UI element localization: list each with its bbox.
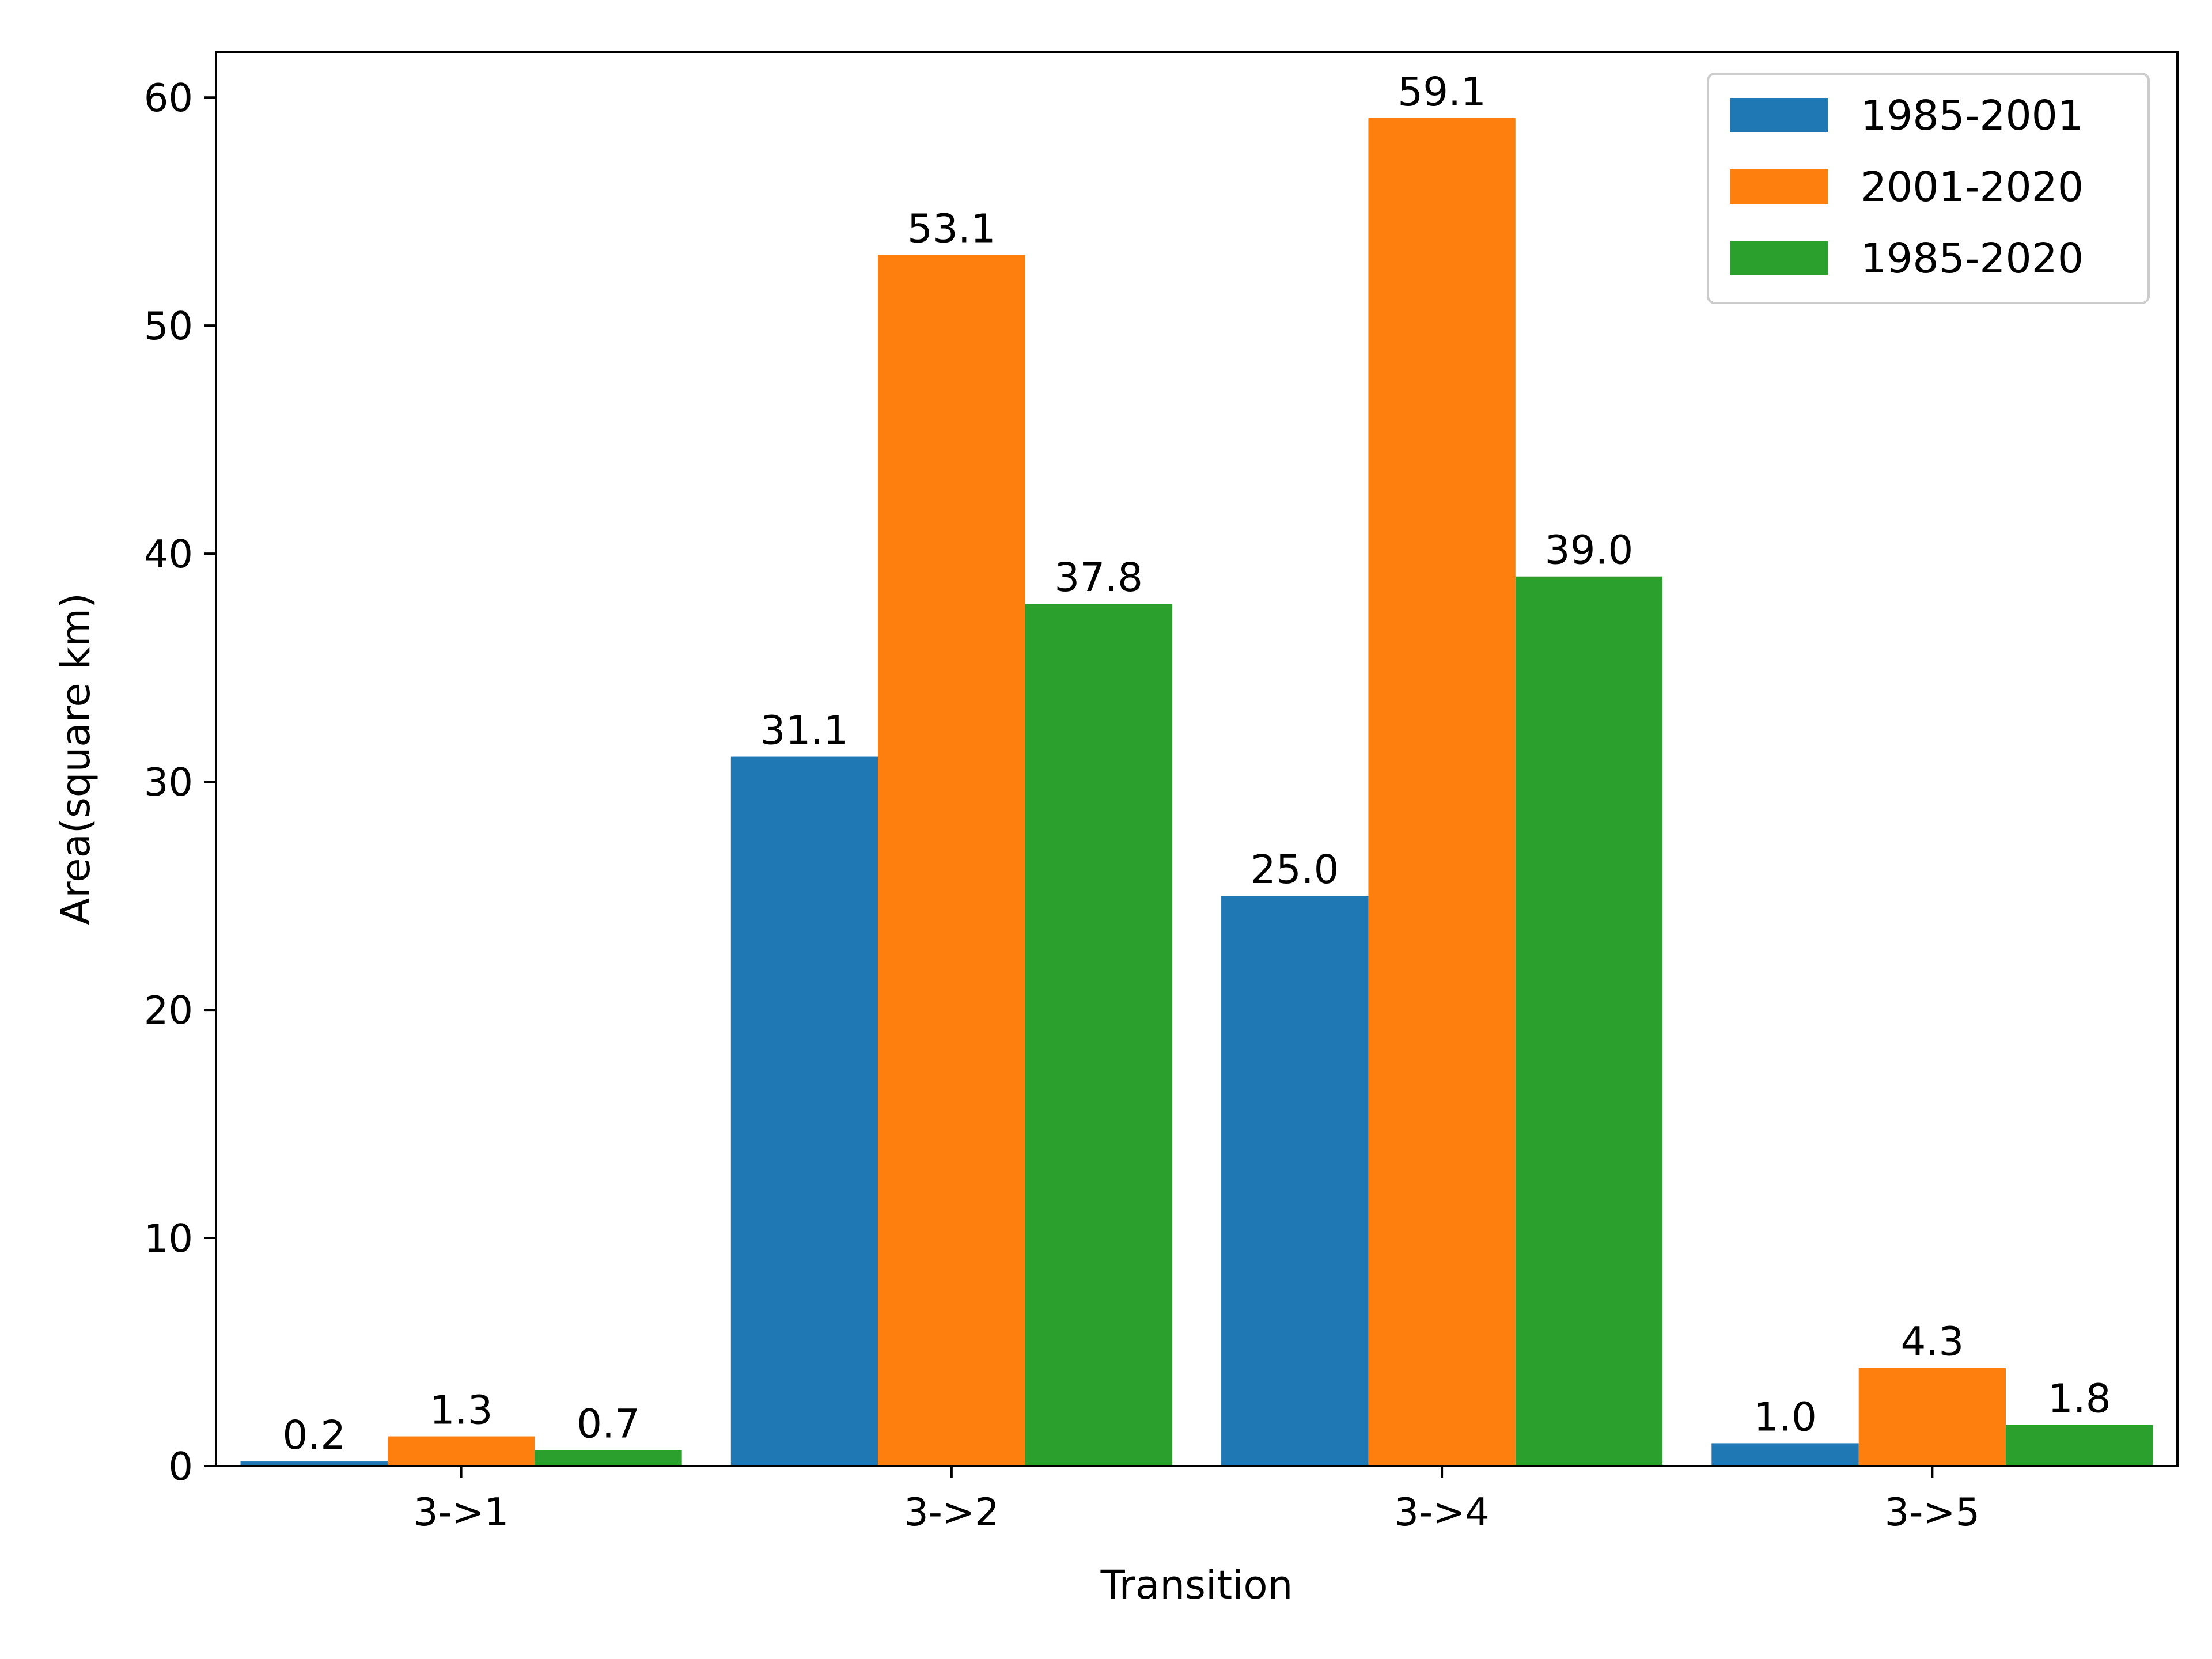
y-tick-label: 60 xyxy=(144,75,193,120)
x-axis-title: Transition xyxy=(1100,1562,1293,1608)
bar-value-label: 1.8 xyxy=(2048,1376,2111,1422)
plot-frame xyxy=(215,51,2179,1467)
x-tick-label: 3->5 xyxy=(1885,1490,1980,1535)
bar-1985-2020-3->5 xyxy=(2006,1425,2153,1466)
bar-value-label: 37.8 xyxy=(1054,555,1143,601)
legend-swatch xyxy=(1730,98,1828,132)
y-tick-label: 20 xyxy=(144,988,193,1033)
legend-swatch xyxy=(1730,169,1828,204)
bar-labels-layer: 0.2 31.1 25.0 1.0 1.3 53.1 59.1 4.3 0.7 37.8 39.0 1… xyxy=(282,69,2111,1459)
x-tick-label: 3->4 xyxy=(1394,1490,1490,1535)
y-tick-label: 50 xyxy=(144,304,193,349)
legend-label: 1985-2001 xyxy=(1861,92,2084,139)
bar-1985-2020-3->4 xyxy=(1515,576,1663,1466)
legend-label: 1985-2020 xyxy=(1861,234,2084,282)
bar-1985-2001-3->1 xyxy=(240,1461,388,1466)
bar-value-label: 39.0 xyxy=(1545,528,1634,574)
y-tick-label: 30 xyxy=(144,760,193,805)
x-axis: 3->1 3->2 3->4 3->5 xyxy=(414,1466,1980,1535)
bar-1985-2020-3->2 xyxy=(1025,604,1172,1466)
legend-swatch xyxy=(1730,241,1828,275)
bar-value-label: 1.0 xyxy=(1753,1394,1817,1440)
bar-2001-2020-3->2 xyxy=(878,255,1025,1466)
bar-2001-2020-3->4 xyxy=(1368,118,1516,1467)
bars-layer xyxy=(240,118,2153,1467)
bar-value-label: 53.1 xyxy=(907,206,996,252)
bar-1985-2020-3->1 xyxy=(535,1450,682,1466)
y-axis: 0 10 20 30 40 50 60 xyxy=(144,75,216,1489)
bar-value-label: 31.1 xyxy=(760,708,849,754)
bar-1985-2001-3->5 xyxy=(1711,1443,1859,1466)
bar-2001-2020-3->5 xyxy=(1858,1368,2006,1466)
legend: 1985-2001 2001-2020 1985-2020 xyxy=(1707,73,2150,304)
bar-1985-2001-3->2 xyxy=(730,756,878,1466)
bar-value-label: 1.3 xyxy=(430,1388,493,1434)
x-tick-label: 3->2 xyxy=(904,1490,999,1535)
bar-1985-2001-3->4 xyxy=(1221,896,1369,1466)
bar-value-label: 4.3 xyxy=(1901,1319,1964,1365)
x-tick-label: 3->1 xyxy=(414,1490,509,1535)
y-axis-title: Area(square km) xyxy=(53,593,99,925)
legend-label: 2001-2020 xyxy=(1861,163,2084,211)
y-tick-label: 10 xyxy=(144,1216,193,1261)
y-tick-label: 40 xyxy=(144,532,193,577)
bar-value-label: 0.2 xyxy=(282,1412,346,1459)
bar-2001-2020-3->1 xyxy=(387,1436,535,1466)
y-tick-label: 0 xyxy=(168,1444,193,1489)
bar-value-label: 59.1 xyxy=(1397,69,1486,115)
bar-value-label: 0.7 xyxy=(577,1401,640,1447)
bar-value-label: 25.0 xyxy=(1251,847,1339,893)
